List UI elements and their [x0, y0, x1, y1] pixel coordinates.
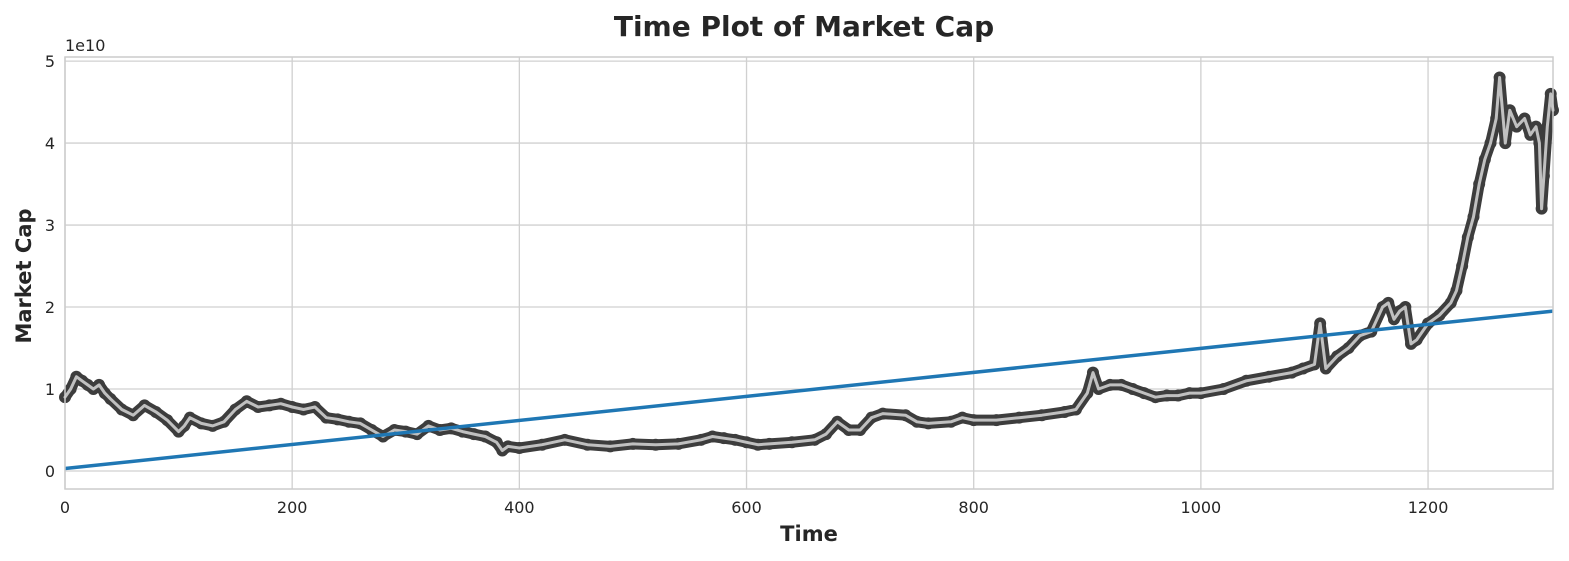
y-offset-label: 1e10	[65, 36, 105, 55]
y-tick-label: 5	[45, 52, 55, 71]
y-tick-label: 2	[45, 298, 55, 317]
axes-frame	[64, 56, 1554, 490]
y-tick-label: 1	[45, 380, 55, 399]
x-tick-label: 0	[60, 498, 70, 517]
x-tick-label: 800	[958, 498, 989, 517]
plot-area	[59, 71, 1559, 471]
series-outline	[59, 72, 1559, 456]
series-line	[63, 76, 1555, 452]
trend-line	[64, 309, 1554, 471]
x-tick-label: 1200	[1408, 498, 1449, 517]
grid-lines	[64, 57, 1553, 489]
y-axis-label: Market Cap	[12, 208, 36, 343]
x-tick-label: 600	[731, 498, 762, 517]
y-tick-label: 4	[45, 134, 55, 153]
x-tick-label: 400	[504, 498, 535, 517]
y-tick-labels: 0 1 2 3 4 5	[45, 52, 55, 481]
y-tick-label: 3	[45, 216, 55, 235]
x-tick-labels: 0 200 400 600 800 1000 1200	[60, 498, 1449, 517]
x-axis-label: Time	[780, 522, 838, 546]
y-tick-label: 0	[45, 462, 55, 481]
x-tick-label: 1000	[1181, 498, 1222, 517]
x-tick-label: 200	[277, 498, 308, 517]
chart-title: Time Plot of Market Cap	[614, 10, 994, 43]
